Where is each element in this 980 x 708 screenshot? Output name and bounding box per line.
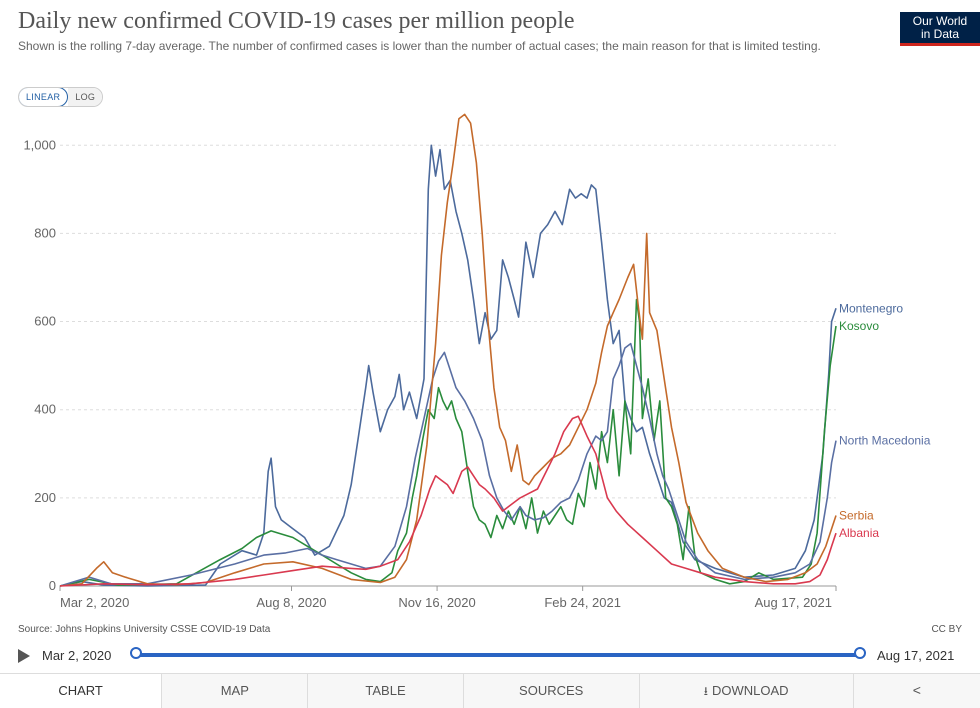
download-icon: ⭳: [703, 684, 708, 698]
y-tick-label: 0: [49, 578, 56, 593]
y-tick-label: 800: [34, 225, 56, 240]
chart-subtitle: Shown is the rolling 7-day average. The …: [18, 39, 821, 53]
tab-download-label: DOWNLOAD: [712, 683, 789, 698]
series-label-kosovo: Kosovo: [839, 319, 879, 333]
timeline-end-label: Aug 17, 2021: [877, 648, 955, 663]
x-tick-label: Mar 2, 2020: [60, 595, 129, 610]
license-label[interactable]: CC BY: [931, 624, 962, 635]
timeline-end-handle[interactable]: [854, 647, 866, 659]
tab-download[interactable]: ⭳ DOWNLOAD: [638, 674, 853, 708]
series-label-montenegro: Montenegro: [839, 301, 903, 315]
owid-logo[interactable]: Our World in Data: [900, 12, 980, 46]
tab-table[interactable]: TABLE: [307, 674, 463, 708]
tab-chart[interactable]: CHART: [0, 674, 162, 708]
source-note[interactable]: Source: Johns Hopkins University CSSE CO…: [18, 624, 271, 635]
series-label-north-macedonia: North Macedonia: [839, 434, 931, 448]
series-line-kosovo: [59, 298, 837, 587]
y-tick-label: 400: [34, 402, 56, 417]
series-label-albania: Albania: [839, 526, 879, 540]
timeline-start-handle[interactable]: [130, 647, 142, 659]
series-line-north-macedonia: [59, 342, 837, 587]
timeline: Mar 2, 2020 Aug 17, 2021: [18, 646, 968, 666]
y-tick-label: 1,000: [23, 137, 56, 152]
x-tick-label: Nov 16, 2020: [398, 595, 475, 610]
series-label-serbia: Serbia: [839, 508, 874, 522]
linear-scale-button[interactable]: LINEAR: [19, 88, 69, 106]
y-tick-label: 200: [34, 490, 56, 505]
tab-share[interactable]: <: [852, 674, 980, 708]
log-scale-button[interactable]: LOG: [68, 88, 103, 106]
y-tick-label: 600: [34, 314, 56, 329]
line-chart: 0 200 400 600 800 1,000 Mar 2, 2020 Aug 8, 2020…: [23, 113, 931, 610]
tab-sources[interactable]: SOURCES: [462, 674, 639, 708]
timeline-start-label: Mar 2, 2020: [42, 648, 112, 663]
series-line-albania: [59, 415, 837, 587]
chart-title: Daily new confirmed COVID-19 cases per m…: [18, 8, 575, 34]
x-tick-label: Aug 8, 2020: [256, 595, 326, 610]
play-icon[interactable]: [18, 649, 30, 663]
share-icon: <: [912, 682, 921, 698]
logo-line-1: Our World: [912, 14, 968, 28]
tab-bar: CHART MAP TABLE SOURCES ⭳ DOWNLOAD <: [0, 673, 980, 708]
logo-line-2: in Data: [920, 27, 960, 41]
scale-toggle: LINEAR LOG: [18, 87, 104, 107]
x-tick-label: Aug 17, 2021: [755, 595, 832, 610]
timeline-track[interactable]: [136, 653, 860, 657]
series-line-serbia: [59, 113, 837, 587]
series-line-montenegro: [59, 144, 837, 587]
x-tick-label: Feb 24, 2021: [544, 595, 621, 610]
tab-map[interactable]: MAP: [161, 674, 308, 708]
